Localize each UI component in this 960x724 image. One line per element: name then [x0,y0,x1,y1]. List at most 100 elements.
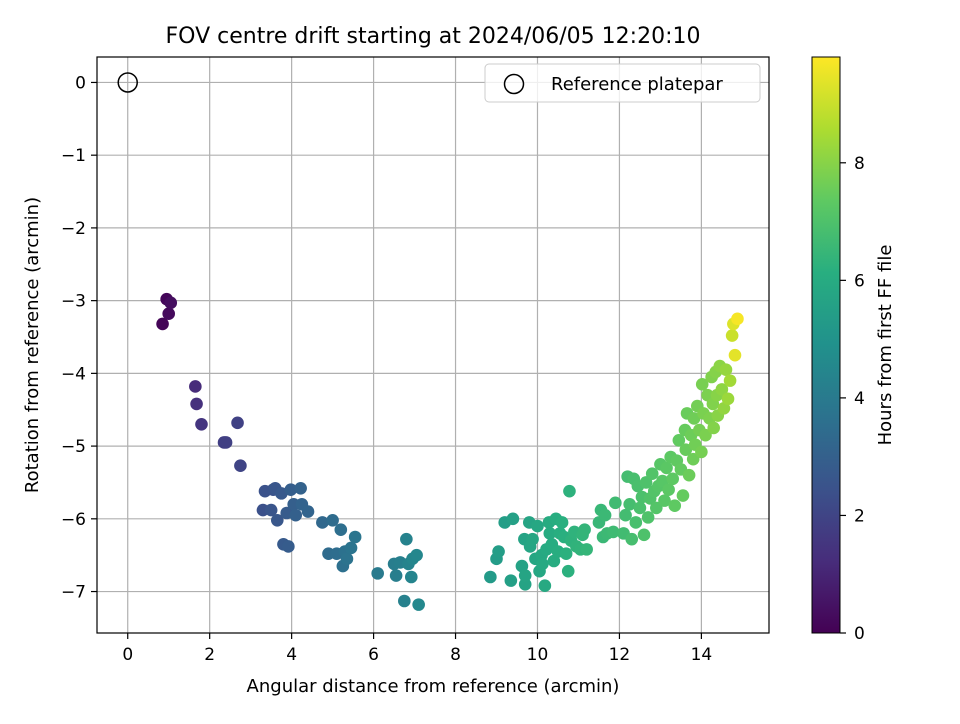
legend-box [484,63,761,103]
colorbar-label: Hours from first FF file [875,245,896,446]
data-point [189,380,202,393]
data-point [637,528,651,542]
data-point [658,494,671,507]
data-point [412,598,425,611]
data-point [625,532,639,546]
data-point [598,508,612,522]
colorbar-tick-label: 4 [854,389,865,409]
data-point [563,484,576,498]
data-point [656,474,669,488]
x-axis-ticks: 0 2 4 6 8 10 12 14 [122,633,712,665]
data-point [219,436,233,449]
colorbar-tick-label: 8 [854,154,865,174]
data-point [301,505,315,518]
y-axis-label: Rotation from reference (arcmin) [22,197,43,493]
y-tick-label: −2 [61,219,86,239]
data-point [538,579,552,593]
data-point [662,483,675,497]
data-point [518,569,532,582]
data-point [515,559,529,573]
data-point [707,421,720,435]
colorbar-tick-label: 0 [854,624,865,644]
plot-frame [96,56,770,634]
reference-point-marker [117,72,138,93]
data-point [728,348,742,362]
data-point [389,569,403,582]
grid-lines [97,57,769,633]
data-point [695,445,708,459]
x-axis-label: Angular distance from reference (arcmin) [247,676,620,697]
data-point [284,483,298,497]
data-point [518,577,532,591]
data-point [561,564,575,578]
legend-marker-icon [503,73,525,95]
data-point [639,476,653,489]
data-point [660,461,673,475]
colorbar-tick-label: 2 [854,506,865,526]
data-point [231,416,244,430]
data-point [344,541,358,555]
data-point [666,472,680,486]
data-point [526,532,539,546]
data-point [162,307,176,321]
data-point [580,543,593,556]
data-point [687,412,701,425]
x-tick-label: 6 [368,645,379,665]
y-tick-label: −3 [61,292,86,312]
data-point [650,501,663,515]
colorbar-tick-label: 6 [854,271,865,291]
data-point [623,497,636,511]
legend-entry-reference-platepar: Reference platepar [551,74,723,95]
y-tick-label: −4 [61,364,86,384]
y-tick-label: −5 [61,437,86,457]
data-point [326,513,339,527]
data-point [672,433,686,447]
data-point [289,508,303,522]
data-point [699,428,712,442]
data-point [559,547,573,561]
data-point [719,363,733,377]
data-point [404,570,418,584]
data-point [606,525,620,539]
data-point [536,557,549,571]
data-point [725,329,739,342]
data-point [578,523,591,537]
legend: Reference platepar [484,63,761,103]
data-point [164,296,178,310]
data-point [371,567,384,580]
data-point [645,467,659,481]
data-point [282,540,295,553]
data-point [609,496,622,510]
scatter-points [156,292,744,611]
chart-title: FOV centre drift starting at 2024/06/05 … [166,24,701,49]
data-point [731,312,744,326]
x-tick-label: 0 [122,645,133,665]
colorbar [811,56,841,634]
x-tick-label: 8 [450,645,461,665]
data-point [555,516,569,529]
y-tick-label: −6 [61,510,86,530]
data-point [234,459,247,473]
y-tick-label: −7 [61,583,86,603]
reference-marker-group [117,72,138,93]
data-point [682,468,696,482]
data-point [492,545,505,558]
y-tick-label: 0 [75,73,86,93]
data-point [340,552,354,566]
data-point [334,523,348,537]
data-point [686,452,700,466]
data-point [547,554,561,568]
y-tick-label: −1 [61,146,86,166]
data-point [619,508,632,522]
data-point [190,397,203,411]
data-point [723,374,737,387]
data-point [629,516,643,529]
data-point [156,317,169,331]
data-point [679,443,693,457]
x-tick-label: 12 [609,645,631,665]
data-point [348,530,362,544]
data-point [543,527,557,540]
data-point [264,503,278,517]
